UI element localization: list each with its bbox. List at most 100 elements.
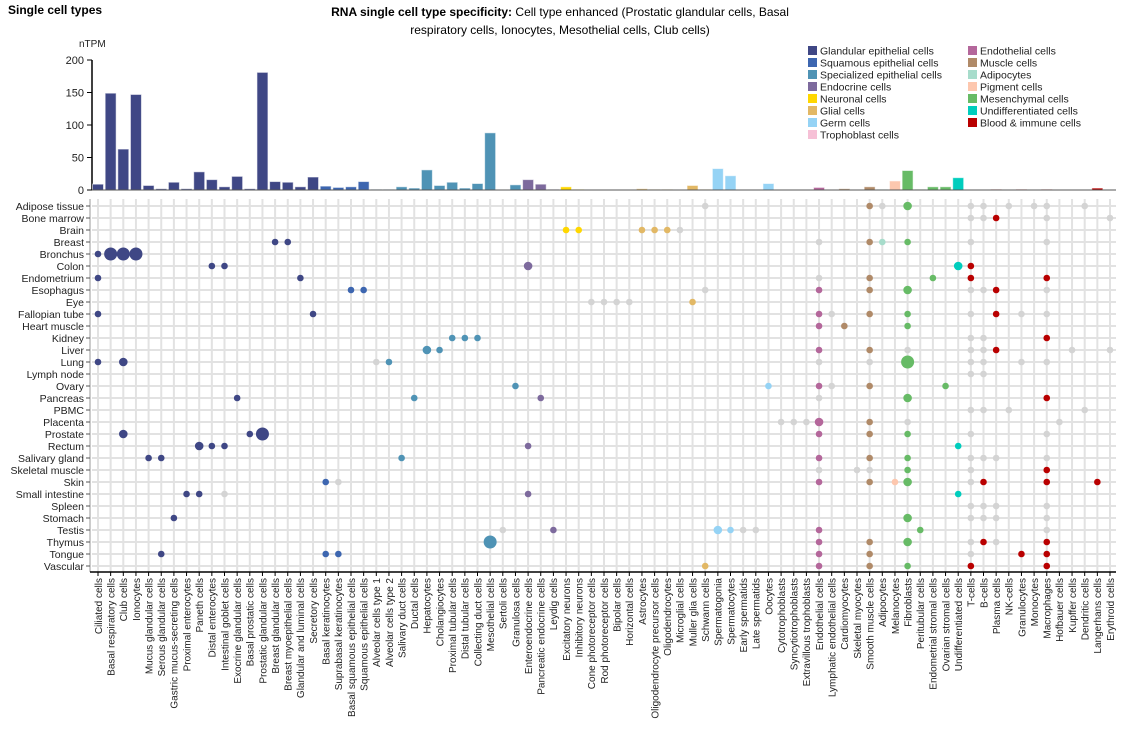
tissue-label: Stomach	[43, 513, 85, 525]
bar	[269, 181, 282, 191]
expression-dot	[1043, 514, 1051, 522]
expression-dot	[94, 250, 102, 258]
expression-dot	[866, 550, 873, 558]
expression-dot	[866, 274, 873, 282]
cell-type-label: Collecting duct cells	[473, 578, 484, 666]
bar	[167, 181, 180, 191]
expression-dot	[853, 466, 861, 474]
tissue-label: Endometrium	[22, 273, 85, 285]
bar	[307, 176, 320, 191]
expression-dot	[980, 502, 987, 510]
expression-dot	[815, 322, 823, 330]
expression-dot	[980, 286, 987, 294]
tissue-label: PBMC	[54, 405, 85, 417]
cell-type-label: Syncytiotrophoblasts	[790, 578, 801, 670]
expression-dot	[953, 261, 963, 271]
expression-dot	[663, 226, 671, 234]
expression-dot	[815, 454, 823, 462]
expression-dot	[1005, 406, 1013, 414]
expression-dot	[1043, 550, 1051, 558]
tissue-label: Vascular	[44, 561, 85, 573]
expression-dot	[815, 274, 823, 282]
expression-dot	[904, 430, 911, 438]
cell-type-label: Schwann cells	[701, 578, 712, 642]
cell-type-label: NK-cells	[1005, 578, 1016, 615]
legend-swatch	[808, 106, 817, 115]
cell-type-label: Secretory cells	[309, 578, 320, 644]
cell-type-label: Basal keratinocytes	[322, 578, 333, 665]
expression-dot	[638, 226, 646, 234]
legend-label: Germ cells	[820, 118, 870, 130]
legend-label: Specialized epithelial cells	[820, 70, 942, 82]
expression-dot	[1043, 202, 1051, 210]
expression-dot	[866, 346, 873, 354]
expression-dot	[967, 274, 975, 282]
expression-dot	[866, 430, 873, 438]
expression-dot	[1043, 286, 1051, 294]
expression-dot	[1018, 310, 1025, 318]
expression-dot	[916, 526, 924, 534]
expression-dot	[116, 247, 130, 261]
tissue-label: Tongue	[50, 549, 85, 561]
expression-dot	[651, 226, 658, 234]
bar	[319, 185, 332, 191]
expression-dot	[929, 274, 937, 282]
cell-type-label: Breast myoepithelial cells	[284, 578, 295, 691]
expression-dot	[1081, 202, 1088, 210]
cell-type-label: Proximal enterocytes	[182, 578, 193, 671]
legend-swatch	[968, 82, 977, 91]
expression-dot	[373, 358, 380, 366]
cell-type-label: Hofbauer cells	[1055, 578, 1066, 642]
bar	[129, 93, 142, 191]
expression-dot	[119, 357, 128, 367]
cell-type-label: Breast glandular cells	[271, 578, 282, 674]
legend-label: Adipocytes	[980, 70, 1031, 82]
expression-dot	[980, 370, 987, 378]
expression-dot	[335, 478, 342, 486]
cell-type-label: Alveolar cells type 2	[385, 578, 396, 667]
expression-dot	[575, 226, 582, 234]
expression-dot	[524, 490, 532, 498]
bar	[509, 184, 522, 191]
bar	[256, 71, 269, 191]
expression-dot	[170, 514, 178, 522]
cell-type-label: Melanocytes	[891, 578, 902, 634]
bar	[534, 183, 547, 191]
expression-dot	[483, 535, 497, 549]
tissue-label: Skin	[64, 477, 85, 489]
cell-type-label: Astrocytes	[638, 578, 649, 625]
expression-dot	[588, 298, 595, 306]
cell-type-label: Cardiomyocytes	[840, 578, 851, 650]
expression-dot	[992, 346, 1000, 354]
cell-type-label: Undifferentiated cells	[954, 578, 965, 671]
expression-dot	[992, 286, 1000, 294]
cell-type-label: Ciliated cells	[94, 578, 105, 634]
expression-dot	[1018, 550, 1025, 558]
tissue-label: Kidney	[52, 333, 85, 345]
expression-dot	[904, 418, 911, 426]
expression-dot	[967, 214, 975, 222]
tissue-label: Thymus	[47, 537, 84, 549]
expression-dot	[512, 382, 519, 390]
expression-dot	[866, 202, 873, 210]
legend-swatch	[808, 94, 817, 103]
legend-label: Muscle cells	[980, 58, 1037, 70]
expression-dot	[208, 442, 216, 450]
cell-type-label: Pancreatic endocrine cells	[537, 578, 548, 695]
expression-dot	[904, 562, 911, 570]
expression-dot	[980, 514, 987, 522]
expression-dot	[967, 502, 975, 510]
expression-dot	[284, 238, 292, 246]
cell-type-label: Exocrine glandular cells	[233, 578, 244, 684]
expression-dot	[992, 538, 1000, 546]
legend-swatch	[968, 46, 977, 55]
expression-dot	[967, 466, 975, 474]
expression-dot	[992, 310, 1000, 318]
expression-dot	[904, 238, 911, 246]
expression-dot	[777, 418, 785, 426]
expression-dot	[676, 226, 684, 234]
expression-dot	[942, 382, 949, 390]
expression-dot	[815, 526, 823, 534]
cell-type-label: Sertoli cells	[499, 578, 510, 629]
expression-dot	[94, 358, 102, 366]
